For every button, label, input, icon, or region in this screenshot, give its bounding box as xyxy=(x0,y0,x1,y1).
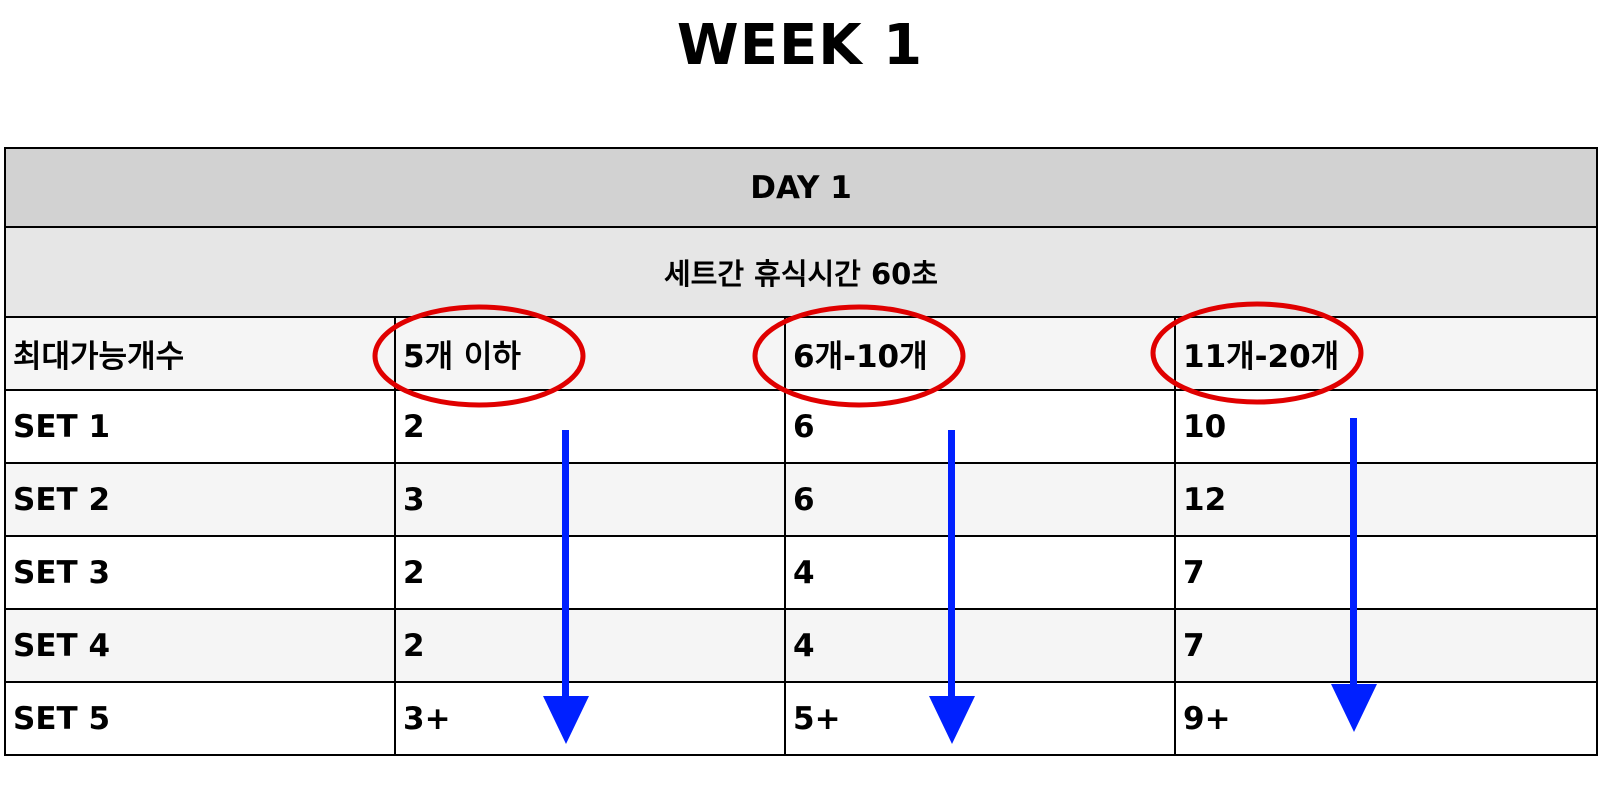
set-label: SET 3 xyxy=(4,535,396,610)
set-value: 5+ xyxy=(784,681,1176,756)
table-row: SET 2 3 6 12 xyxy=(4,462,1599,537)
rest-row: 세트간 휴식시간 60초 xyxy=(3,226,1599,318)
set-value: 7 xyxy=(1173,608,1599,683)
set-value: 3 xyxy=(394,462,786,537)
table-row: SET 5 3+ 5+ 9+ xyxy=(4,681,1599,756)
set-value: 10 xyxy=(1173,389,1599,464)
day-label: DAY 1 xyxy=(3,147,1599,228)
set-value: 2 xyxy=(394,608,786,683)
rest-label: 세트간 휴식시간 60초 xyxy=(3,226,1599,318)
day-row: DAY 1 xyxy=(3,147,1599,228)
set-value: 6 xyxy=(784,389,1176,464)
set-label: SET 4 xyxy=(4,608,396,683)
table-row: SET 1 2 6 10 xyxy=(4,389,1599,464)
set-value: 12 xyxy=(1173,462,1599,537)
column-header: 11개-20개 xyxy=(1173,316,1599,391)
table-row: SET 3 2 4 7 xyxy=(4,535,1599,610)
column-header: 5개 이하 xyxy=(394,316,786,391)
column-header: 6개-10개 xyxy=(784,316,1176,391)
page-title: WEEK 1 xyxy=(676,13,924,78)
workout-table: DAY 1 세트간 휴식시간 60초 최대가능개수 5개 이하 6개-10개 1… xyxy=(3,147,1599,756)
set-value: 3+ xyxy=(394,681,786,756)
set-value: 2 xyxy=(394,389,786,464)
set-label: SET 5 xyxy=(4,681,396,756)
set-label: SET 2 xyxy=(4,462,396,537)
table-row: SET 4 2 4 7 xyxy=(4,608,1599,683)
max-reps-label: 최대가능개수 xyxy=(4,316,396,391)
set-value: 2 xyxy=(394,535,786,610)
set-value: 4 xyxy=(784,608,1176,683)
header-row: 최대가능개수 5개 이하 6개-10개 11개-20개 xyxy=(4,316,1599,391)
set-value: 4 xyxy=(784,535,1176,610)
set-value: 9+ xyxy=(1173,681,1599,756)
set-value: 7 xyxy=(1173,535,1599,610)
set-label: SET 1 xyxy=(4,389,396,464)
set-value: 6 xyxy=(784,462,1176,537)
